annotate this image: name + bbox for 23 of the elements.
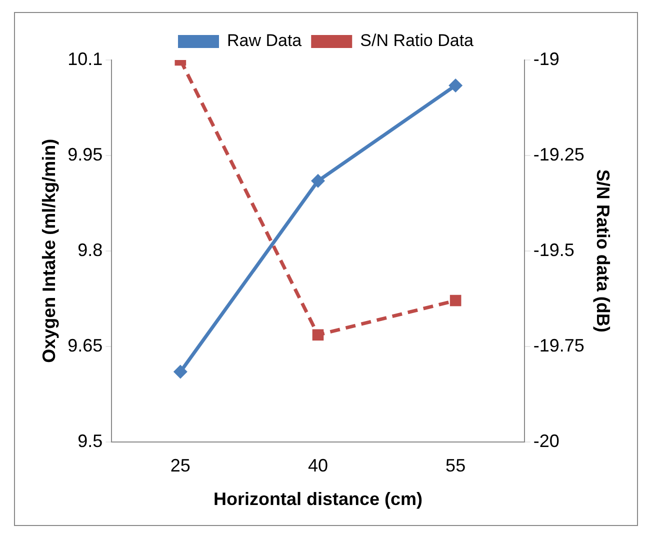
y2-tick-label: -19.25 bbox=[533, 144, 584, 164]
x-tick-label: 55 bbox=[446, 456, 466, 476]
y2-tick-label: -20 bbox=[533, 430, 560, 451]
point bbox=[312, 329, 324, 341]
y2-tick-label: -19.75 bbox=[533, 335, 584, 356]
x-axis-title: Horizontal distance (cm) bbox=[213, 489, 423, 510]
y-axis-title: Oxygen Intake (ml/kg/min) bbox=[38, 138, 59, 363]
legend-label: Raw Data bbox=[226, 31, 302, 50]
y-tick-label: 10.1 bbox=[68, 48, 103, 69]
y2-tick-label: -19 bbox=[533, 48, 560, 69]
x-tick-label: 25 bbox=[170, 456, 190, 476]
x-tick-label: 40 bbox=[308, 456, 328, 476]
y-tick-label: 9.5 bbox=[78, 430, 103, 451]
y2-tick-label: -19.5 bbox=[533, 240, 574, 260]
legend-label: S/N Ratio Data bbox=[360, 31, 474, 50]
point bbox=[448, 78, 463, 92]
point bbox=[311, 174, 325, 188]
y-tick-label: 9.65 bbox=[68, 335, 103, 356]
y-tick-label: 9.95 bbox=[68, 144, 103, 164]
y-tick-label: 9.8 bbox=[78, 240, 103, 260]
point bbox=[450, 294, 462, 306]
y2-axis-title: S/N Ratio data (dB) bbox=[593, 169, 614, 332]
point bbox=[173, 364, 188, 379]
